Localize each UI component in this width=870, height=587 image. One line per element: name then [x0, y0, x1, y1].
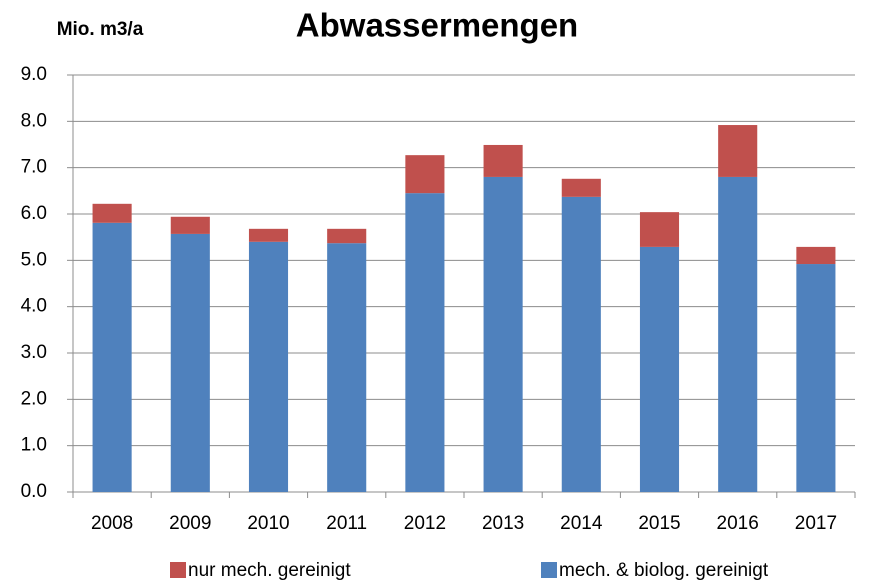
x-tick-label: 2013	[482, 513, 524, 534]
y-tick-label: 9.0	[21, 64, 47, 85]
bar-segment	[170, 233, 210, 492]
x-tick-label: 2016	[717, 513, 759, 534]
x-tick-label: 2009	[169, 513, 211, 534]
y-tick-label: 4.0	[21, 296, 47, 317]
bar-segment	[483, 176, 523, 492]
bar-segment	[170, 216, 210, 234]
x-tick-label: 2008	[91, 513, 133, 534]
bar-segment	[327, 228, 367, 244]
y-axis-label: Mio. m3/a	[57, 19, 144, 40]
bar-segment	[796, 264, 836, 492]
bar-segment	[561, 196, 601, 492]
y-tick-label: 8.0	[21, 110, 47, 131]
chart-title: Abwassermengen	[296, 7, 578, 44]
y-tick-label: 7.0	[21, 157, 47, 178]
bar-segment	[92, 203, 132, 223]
bar-segment	[796, 246, 836, 265]
x-tick-label: 2012	[404, 513, 446, 534]
x-tick-label: 2011	[326, 513, 367, 534]
x-tick-label: 2010	[247, 513, 289, 534]
bar-segment	[718, 125, 758, 177]
bar-segment	[483, 144, 523, 177]
y-tick-label: 5.0	[21, 249, 47, 270]
y-tick-label: 0.0	[21, 481, 47, 502]
bar-segment	[405, 193, 445, 492]
bar-segment	[92, 222, 132, 492]
y-tick-label: 1.0	[21, 435, 47, 456]
y-tick-label: 3.0	[21, 342, 47, 363]
bar-segment	[561, 178, 601, 197]
bar-segment	[639, 246, 680, 492]
bar-segment	[639, 212, 680, 247]
bar-segment	[248, 241, 289, 492]
x-tick-label: 2014	[560, 513, 603, 534]
legend-swatch	[170, 562, 186, 578]
bar-segment	[327, 243, 367, 492]
legend-label: nur mech. gereinigt	[188, 560, 351, 581]
bar-segment	[405, 155, 445, 194]
legend-label: mech. & biolog. gereinigt	[559, 560, 769, 581]
x-tick-label: 2017	[795, 513, 837, 534]
bar-segment	[718, 176, 758, 492]
y-tick-label: 2.0	[21, 388, 47, 409]
legend-swatch	[541, 562, 557, 578]
bar-segment	[248, 228, 289, 242]
y-tick-label: 6.0	[21, 203, 47, 224]
x-tick-label: 2015	[638, 513, 680, 534]
